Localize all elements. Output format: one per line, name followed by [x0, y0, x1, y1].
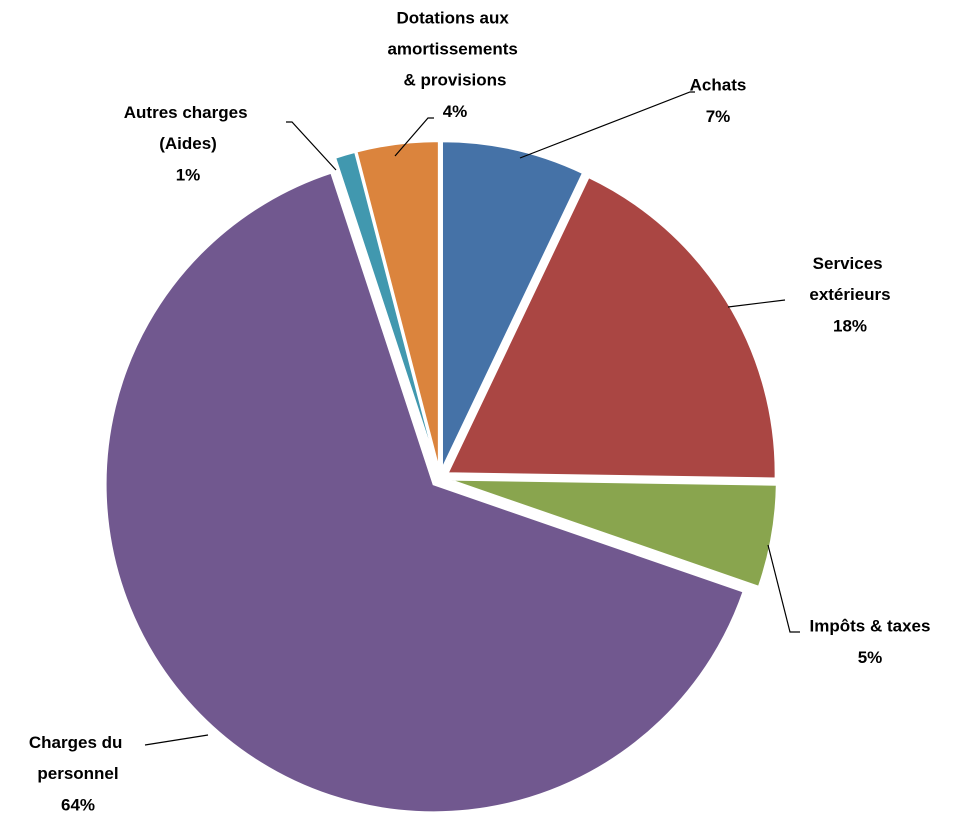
leader-line [519, 91, 695, 159]
pie-slice [333, 150, 439, 470]
pie-slice [440, 140, 585, 470]
label-line: Services [813, 254, 888, 273]
slice-label: Achats [690, 76, 747, 95]
leader-line [727, 299, 786, 308]
pie-slice [355, 140, 440, 470]
value-label: 7% [706, 107, 731, 126]
pie-slice [446, 175, 777, 480]
value-label: 1% [176, 165, 201, 184]
slice-label: Autres charges (Aides) [124, 103, 253, 153]
label-line: amortissements [387, 40, 522, 59]
slice-label: Dotations aux amortissements & provision… [387, 9, 522, 90]
label-line: Charges du [29, 733, 127, 752]
slice-label: Services extérieurs [809, 254, 890, 304]
pie-slice [448, 478, 778, 589]
label-line: Autres charges [124, 103, 253, 122]
slice-label: Charges du personnel [29, 733, 127, 783]
value-label: 4% [443, 102, 468, 121]
label-line: (Aides) [159, 134, 217, 153]
value-label: 5% [858, 648, 883, 667]
label-line: Achats [690, 76, 747, 95]
leader-line [767, 544, 800, 633]
label-line: Impôts & taxes [810, 617, 931, 636]
value-label: 18% [833, 316, 867, 335]
value-label: 64% [61, 795, 95, 814]
pie-slice [104, 171, 745, 814]
label-line: & provisions [404, 71, 507, 90]
leader-line [394, 117, 434, 157]
leader-line [286, 121, 337, 171]
leader-line [144, 734, 209, 746]
label-line: extérieurs [809, 285, 890, 304]
slice-label: Impôts & taxes [810, 617, 931, 636]
label-line: Dotations aux [396, 9, 513, 28]
label-line: personnel [37, 764, 118, 783]
